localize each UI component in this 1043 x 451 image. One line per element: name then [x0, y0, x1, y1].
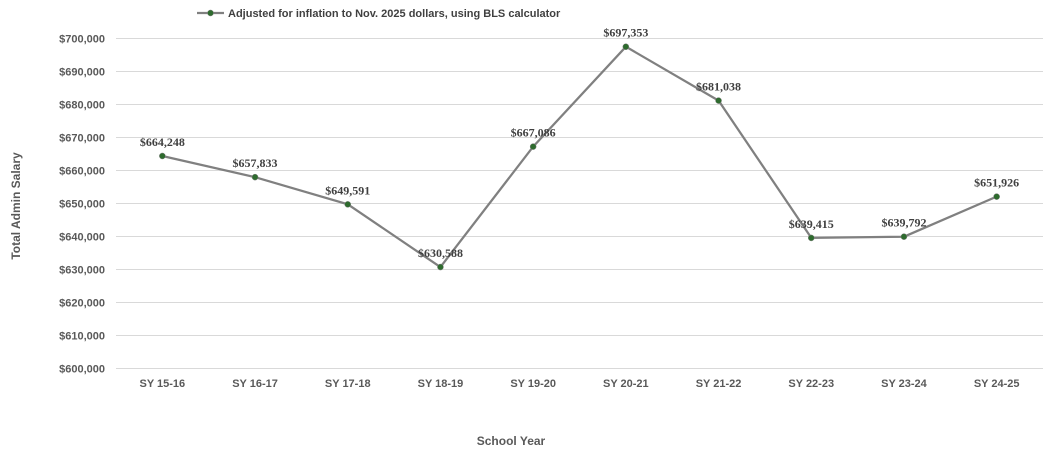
data-label: $664,248: [140, 135, 185, 149]
data-label: $651,926: [974, 176, 1019, 190]
data-point: [715, 97, 722, 104]
data-point: [159, 152, 166, 160]
data-point: [344, 201, 351, 208]
y-tick-label: $610,000: [59, 331, 105, 343]
x-tick-label: SY 20-21: [603, 378, 649, 390]
x-tick-label: SY 24-25: [974, 378, 1020, 390]
y-tick-label: $630,000: [59, 265, 105, 277]
x-tick-label: SY 21-22: [696, 378, 742, 390]
data-labels: $664,248 $657,833 $649,591 $630,588 $667,086…: [140, 26, 1019, 260]
data-label: $697,353: [603, 26, 648, 40]
y-tick-label: $680,000: [59, 100, 105, 112]
y-tick-label: $620,000: [59, 298, 105, 310]
x-axis-title: School Year: [477, 434, 546, 448]
data-label: $639,415: [789, 217, 834, 231]
x-tick-label: SY 22-23: [788, 378, 834, 390]
data-label: $657,833: [233, 156, 278, 170]
y-tick-label: $600,000: [59, 364, 105, 376]
data-label: $630,588: [418, 246, 463, 260]
data-point: [529, 143, 537, 150]
x-tick-label: SY 19-20: [510, 378, 556, 390]
y-tick-label: $660,000: [59, 166, 105, 178]
x-tick-label: SY 15-16: [140, 378, 186, 390]
series-line: [162, 45, 998, 269]
legend: Adjusted for inflation to Nov. 2025 doll…: [197, 8, 561, 20]
y-tick-label: $640,000: [59, 232, 105, 244]
legend-marker-swatch: [207, 9, 214, 17]
gridlines: [116, 38, 1043, 369]
series-adjusted-salary: [159, 43, 1000, 271]
data-point: [900, 233, 908, 240]
x-tick-label: SY 16-17: [232, 378, 278, 390]
data-point: [808, 234, 815, 242]
y-tick-label: $690,000: [59, 67, 105, 79]
legend-label: Adjusted for inflation to Nov. 2025 doll…: [228, 8, 561, 20]
data-label: $649,591: [325, 183, 370, 197]
data-point: [622, 43, 630, 50]
x-axis-tick-labels: SY 15-16 SY 16-17 SY 17-18 SY 18-19 SY 19-20…: [140, 378, 1020, 390]
data-point: [437, 263, 444, 271]
data-label: $681,038: [696, 80, 741, 94]
x-tick-label: SY 23-24: [881, 378, 928, 390]
x-tick-label: SY 17-18: [325, 378, 371, 390]
y-axis-title: Total Admin Salary: [9, 152, 23, 260]
data-point: [993, 193, 1000, 200]
data-label: $639,792: [881, 216, 926, 230]
data-label: $667,086: [511, 126, 556, 140]
y-tick-label: $700,000: [59, 34, 105, 46]
data-point: [251, 173, 259, 181]
y-tick-label: $650,000: [59, 199, 105, 211]
x-tick-label: SY 18-19: [418, 378, 464, 390]
y-axis-tick-labels: $600,000 $610,000 $620,000 $630,000 $640,000…: [59, 34, 105, 376]
y-tick-label: $670,000: [59, 133, 105, 145]
